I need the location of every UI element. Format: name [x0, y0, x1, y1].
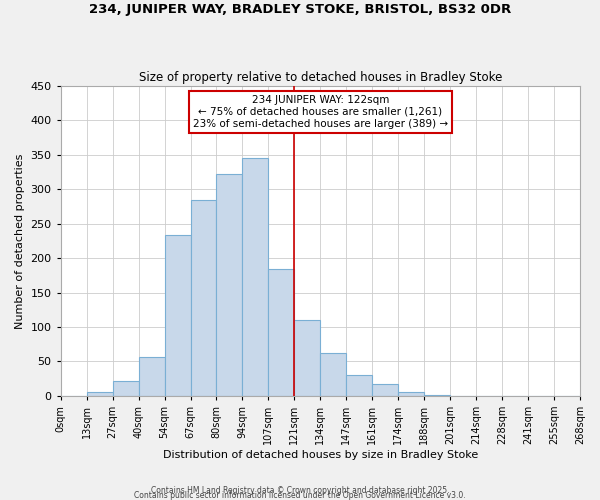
Bar [191, 200, 217, 396]
Bar [295, 320, 320, 396]
Bar [346, 374, 372, 396]
Bar [217, 174, 242, 396]
Bar [398, 392, 424, 396]
Bar [86, 392, 113, 396]
Bar [139, 358, 164, 396]
Text: Contains HM Land Registry data © Crown copyright and database right 2025.: Contains HM Land Registry data © Crown c… [151, 486, 449, 495]
Text: 234 JUNIPER WAY: 122sqm
← 75% of detached houses are smaller (1,261)
23% of semi: 234 JUNIPER WAY: 122sqm ← 75% of detache… [193, 96, 448, 128]
X-axis label: Distribution of detached houses by size in Bradley Stoke: Distribution of detached houses by size … [163, 450, 478, 460]
Title: Size of property relative to detached houses in Bradley Stoke: Size of property relative to detached ho… [139, 70, 502, 84]
Bar [320, 352, 346, 396]
Bar [372, 384, 398, 396]
Text: 234, JUNIPER WAY, BRADLEY STOKE, BRISTOL, BS32 0DR: 234, JUNIPER WAY, BRADLEY STOKE, BRISTOL… [89, 2, 511, 16]
Y-axis label: Number of detached properties: Number of detached properties [15, 154, 25, 328]
Bar [113, 382, 139, 396]
Bar [424, 394, 450, 396]
Bar [164, 236, 191, 396]
Bar [268, 269, 295, 396]
Bar [242, 158, 268, 396]
Text: Contains public sector information licensed under the Open Government Licence v3: Contains public sector information licen… [134, 491, 466, 500]
